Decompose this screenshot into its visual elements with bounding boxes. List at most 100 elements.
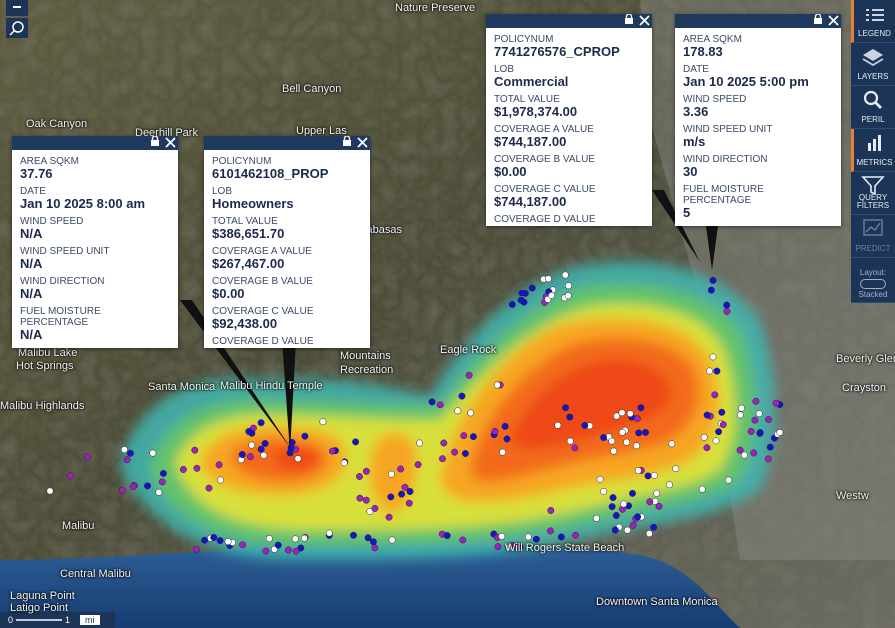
policy-marker[interactable] — [528, 284, 536, 292]
policy-marker[interactable] — [292, 547, 300, 555]
policy-marker[interactable] — [246, 453, 254, 461]
policy-marker[interactable] — [571, 444, 579, 452]
policy-marker[interactable] — [623, 438, 631, 446]
policy-marker[interactable] — [260, 451, 268, 459]
policy-marker[interactable] — [238, 451, 246, 458]
policy-marker[interactable] — [371, 544, 379, 552]
policy-marker[interactable] — [626, 410, 634, 418]
policy-marker[interactable] — [155, 488, 163, 496]
policy-marker[interactable] — [398, 490, 406, 498]
policy-marker[interactable] — [301, 432, 309, 440]
scale-unit[interactable]: mi — [80, 615, 100, 625]
policy-marker[interactable] — [123, 456, 131, 464]
policy-marker[interactable] — [144, 482, 151, 490]
policy-marker[interactable] — [224, 538, 232, 546]
policy-marker[interactable] — [548, 292, 555, 299]
policy-marker[interactable] — [620, 500, 628, 508]
policy-marker[interactable] — [700, 433, 708, 441]
policy-marker[interactable] — [600, 488, 608, 495]
policy-marker[interactable] — [356, 494, 364, 502]
policy-marker[interactable] — [436, 401, 444, 409]
policy-marker[interactable] — [772, 399, 780, 407]
policy-marker[interactable] — [439, 455, 446, 463]
policy-marker[interactable] — [634, 467, 642, 475]
policy-marker[interactable] — [328, 447, 336, 455]
policy-marker[interactable] — [505, 543, 513, 551]
policy-marker[interactable] — [646, 498, 654, 506]
toolbar-button[interactable]: LEGEND — [851, 0, 895, 43]
policy-marker[interactable] — [129, 483, 137, 491]
policy-marker[interactable] — [618, 409, 626, 417]
policy-marker[interactable] — [629, 521, 637, 529]
policy-marker[interactable] — [642, 428, 649, 436]
policy-marker[interactable] — [265, 535, 273, 543]
policy-marker[interactable] — [201, 536, 209, 544]
policy-marker[interactable] — [600, 434, 608, 441]
policy-marker[interactable] — [610, 447, 618, 455]
zoom-controls[interactable] — [6, 0, 28, 38]
policy-marker[interactable] — [388, 536, 396, 544]
policy-marker[interactable] — [572, 531, 579, 539]
toolbar-button[interactable]: QUERY FILTERS — [851, 172, 895, 215]
policy-marker[interactable] — [416, 439, 424, 447]
policy-marker[interactable] — [498, 532, 506, 540]
policy-marker[interactable] — [518, 289, 526, 297]
policy-marker[interactable] — [736, 411, 744, 419]
policy-marker[interactable] — [564, 292, 572, 300]
policy-marker[interactable] — [725, 476, 732, 484]
policy-marker[interactable] — [593, 514, 600, 522]
policy-marker[interactable] — [459, 536, 467, 544]
policy-marker[interactable] — [362, 467, 370, 475]
policy-marker[interactable] — [454, 407, 462, 415]
policy-marker[interactable] — [205, 484, 213, 492]
policy-marker[interactable] — [756, 429, 764, 437]
policy-marker[interactable] — [612, 512, 620, 519]
policy-marker[interactable] — [192, 545, 200, 553]
policy-marker[interactable] — [706, 367, 713, 375]
policy-marker[interactable] — [703, 444, 711, 452]
policy-marker[interactable] — [554, 421, 562, 429]
policy-marker[interactable] — [634, 513, 642, 521]
policy-marker[interactable] — [325, 529, 333, 537]
policy-marker[interactable] — [711, 391, 719, 399]
policy-marker[interactable] — [248, 441, 256, 449]
policy-marker[interactable] — [508, 301, 516, 308]
policy-marker[interactable] — [547, 527, 554, 535]
policy-marker[interactable] — [709, 276, 717, 284]
policy-marker[interactable] — [493, 381, 501, 389]
policy-marker[interactable] — [776, 429, 784, 436]
policy-marker[interactable] — [718, 408, 726, 416]
policy-marker[interactable] — [126, 449, 134, 457]
policy-marker[interactable] — [544, 275, 552, 283]
policy-marker[interactable] — [458, 392, 466, 400]
zoom-search[interactable] — [6, 18, 28, 38]
policy-marker[interactable] — [257, 445, 265, 453]
popup-icons[interactable] — [12, 136, 178, 150]
policy-marker[interactable] — [566, 413, 574, 421]
policy-marker[interactable] — [766, 443, 774, 451]
policy-marker[interactable] — [300, 534, 308, 542]
policy-marker[interactable] — [274, 541, 282, 549]
policy-marker[interactable] — [581, 421, 589, 429]
policy-marker[interactable] — [284, 546, 292, 554]
policy-marker[interactable] — [747, 427, 755, 435]
policy-marker[interactable] — [387, 493, 395, 501]
policy-marker[interactable] — [443, 532, 451, 540]
policy-marker[interactable] — [193, 464, 201, 472]
policy-marker[interactable] — [750, 449, 758, 457]
policy-marker[interactable] — [672, 465, 680, 473]
policy-marker[interactable] — [764, 455, 772, 463]
policy-marker[interactable] — [561, 271, 569, 279]
policy-marker[interactable] — [465, 371, 473, 379]
policy-marker[interactable] — [262, 547, 270, 555]
policy-marker[interactable] — [723, 301, 731, 309]
toolbar-button[interactable]: METRICS — [851, 129, 895, 172]
policy-marker[interactable] — [613, 412, 621, 420]
policy-marker[interactable] — [516, 543, 524, 551]
policy-marker[interactable] — [524, 533, 532, 541]
toolbar-button[interactable]: PERIL — [851, 86, 895, 129]
policy-marker[interactable] — [635, 429, 643, 437]
policy-marker[interactable] — [668, 440, 676, 448]
policy-marker[interactable] — [149, 449, 157, 457]
policy-marker[interactable] — [158, 478, 166, 486]
